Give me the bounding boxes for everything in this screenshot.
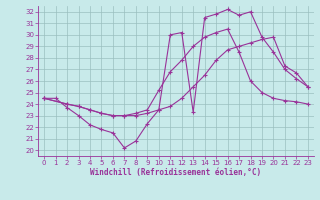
X-axis label: Windchill (Refroidissement éolien,°C): Windchill (Refroidissement éolien,°C) bbox=[91, 168, 261, 177]
